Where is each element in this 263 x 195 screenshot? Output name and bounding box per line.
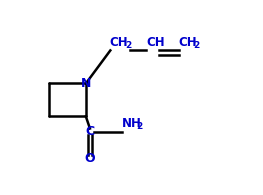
Text: CH: CH <box>109 36 128 49</box>
Text: CH: CH <box>146 36 165 49</box>
Text: C: C <box>85 125 94 138</box>
Text: 2: 2 <box>136 122 143 131</box>
Text: CH: CH <box>179 36 197 49</box>
Text: N: N <box>81 77 91 90</box>
Text: 2: 2 <box>125 41 131 50</box>
Text: 2: 2 <box>194 41 200 50</box>
Text: O: O <box>85 152 95 165</box>
Text: NH: NH <box>122 117 141 130</box>
